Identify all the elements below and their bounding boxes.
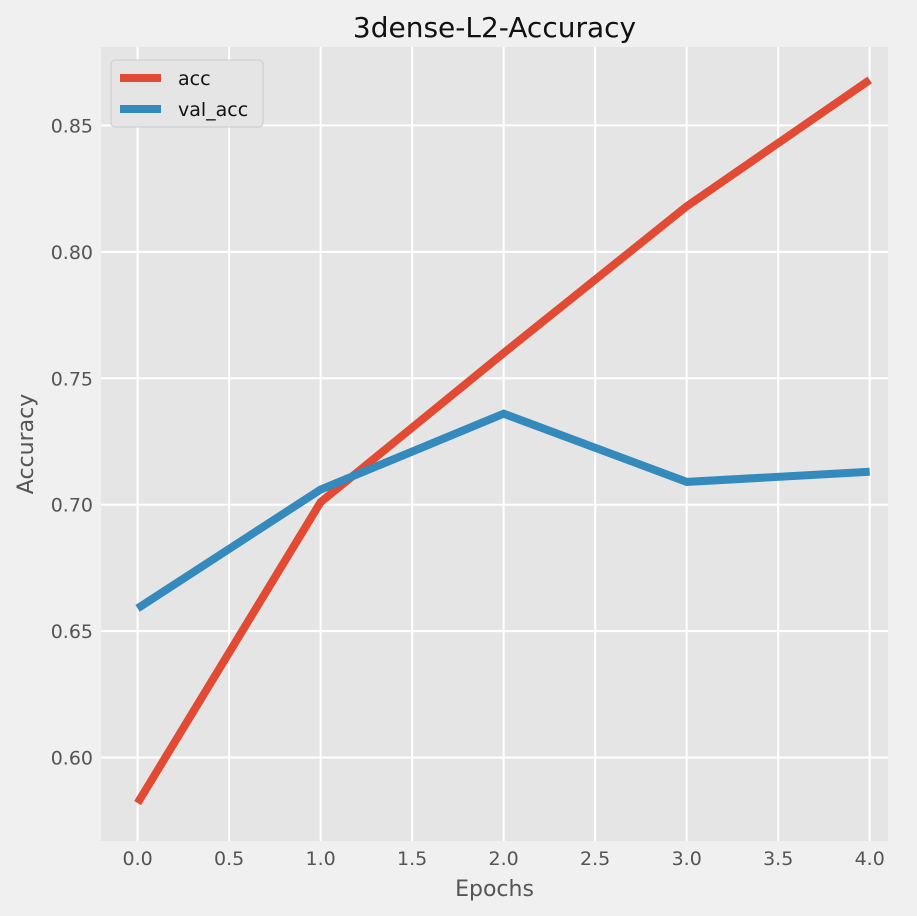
y-tick-label: 0.65: [51, 621, 93, 643]
y-tick-label: 0.80: [51, 242, 93, 264]
plot-background: [101, 47, 888, 841]
y-tick-label: 0.75: [51, 368, 93, 390]
x-tick-label: 4.0: [855, 848, 885, 870]
y-tick-label: 0.60: [51, 748, 93, 770]
x-tick-label: 3.0: [672, 848, 702, 870]
x-tick-label: 0.5: [214, 848, 244, 870]
x-tick-label: 2.5: [580, 848, 610, 870]
series-layer: [134, 76, 872, 806]
y-tick-label: 0.85: [51, 115, 93, 137]
chart-title: 3dense-L2-Accuracy: [353, 11, 636, 44]
legend-label-acc: acc: [178, 68, 211, 90]
x-tick-label: 1.5: [397, 848, 427, 870]
x-tick-label: 1.0: [306, 848, 336, 870]
y-tick-labels: 0.60 0.65 0.70 0.75 0.80 0.85: [51, 115, 93, 769]
legend: acc val_acc: [110, 59, 264, 128]
x-axis-title: Epochs: [455, 877, 534, 902]
x-tick-labels: 0.0 0.5 1.0 1.5 2.0 2.5 3.0 3.5 4.0: [122, 848, 884, 870]
legend-label-val-acc: val_acc: [178, 99, 248, 121]
series-line-acc: [134, 76, 872, 806]
x-tick-label: 3.5: [763, 848, 793, 870]
x-tick-label: 2.0: [489, 848, 519, 870]
series-line-val-acc: [135, 409, 870, 612]
y-gridlines: [101, 124, 888, 759]
x-tick-label: 0.0: [122, 848, 152, 870]
y-tick-label: 0.70: [51, 495, 93, 517]
y-axis-title: Accuracy: [14, 394, 39, 494]
